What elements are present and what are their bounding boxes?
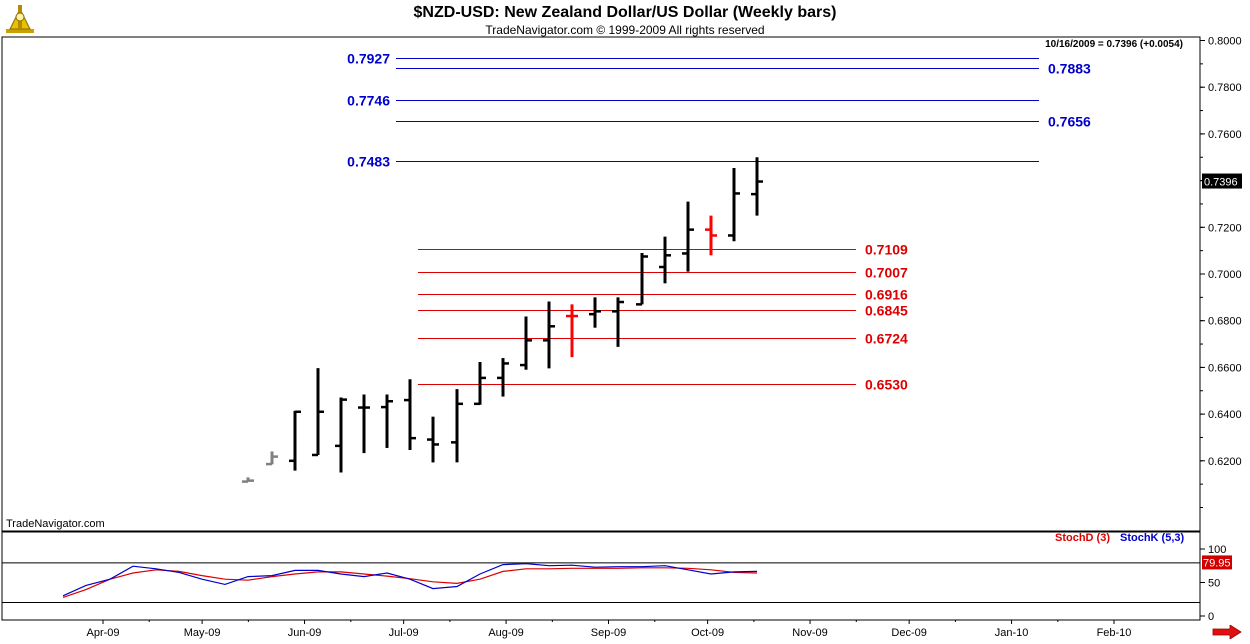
y-tick-label-0.6400: 0.6400 [1208,409,1242,421]
ohlc-bar-2009-06-19 [358,394,370,454]
ohlc-bar-2009-09-11 [636,252,648,306]
ohlc-bar-2009-09-25 [682,201,694,272]
trade-navigator-logo-icon [4,3,36,35]
ohlc-bar-2009-06-26 [381,394,393,448]
ohlc-bar-2009-08-07 [520,316,532,370]
osc-last-value-text: 79.95 [1203,557,1231,569]
chart-title: $NZD-USD: New Zealand Dollar/US Dollar (… [413,4,837,21]
ohlc-bar-2009-07-24 [474,362,486,406]
oscillator-panel-frame [1,531,1201,621]
level-label-0.6530: 0.6530 [865,377,908,393]
ohlc-bar-2009-06-05 [312,368,324,457]
y-tick-label-0.6200: 0.6200 [1208,456,1242,468]
x-tick-label-Jul-09: Jul-09 [389,627,419,639]
ohlc-bar-2009-06-12 [335,397,347,473]
x-tick-label-May-09: May-09 [184,627,221,639]
level-label-0.7109: 0.7109 [865,242,908,258]
ohlc-bar-2009-10-09 [728,167,740,242]
osc-y-tick-label-0: 0 [1208,611,1214,623]
ohlc-bar-2009-09-04 [612,297,624,347]
osc-series-stochd [62,567,758,598]
level-label-0.6724: 0.6724 [865,331,908,347]
x-tick-label-Dec-09: Dec-09 [891,627,926,639]
ohlc-bar-2009-07-03 [404,379,416,451]
ohlc-bar-2009-05-15 [242,477,254,483]
x-tick-label-Sep-09: Sep-09 [591,627,626,639]
scroll-right-arrow-icon[interactable] [1212,624,1242,640]
ohlc-bar-2009-10-16 [751,157,763,216]
ohlc-bar-2009-07-10 [427,416,439,463]
ohlc-bar-2009-05-29 [289,410,301,471]
level-label-0.7883: 0.7883 [1048,61,1091,77]
level-label-0.7746: 0.7746 [347,93,390,109]
x-tick-label-Nov-09: Nov-09 [792,627,827,639]
ohlc-bar-2009-08-21 [566,304,578,358]
x-tick-label-Jun-09: Jun-09 [288,627,322,639]
level-label-0.7483: 0.7483 [347,154,390,170]
x-tick-label-Apr-09: Apr-09 [86,627,119,639]
y-tick-label-0.7600: 0.7600 [1208,129,1242,141]
ohlc-bar-2009-08-14 [543,301,555,369]
price-panel-frame [1,36,1201,532]
ohlc-bar-2009-10-02 [705,215,717,256]
y-tick-label-0.7800: 0.7800 [1208,82,1242,94]
watermark-text: TradeNavigator.com [6,518,105,530]
osc-y-tick-label-100: 100 [1208,544,1226,556]
last-price-status: 10/16/2009 = 0.7396 (+0.0054) [1045,39,1183,50]
y-tick-label-0.6800: 0.6800 [1208,316,1242,328]
level-label-0.6845: 0.6845 [865,303,908,319]
osc-series-stochk [62,562,758,597]
osc-last-value-box [1202,555,1232,570]
ohlc-bar-2009-07-17 [451,389,463,463]
level-label-0.7656: 0.7656 [1048,114,1091,130]
level-label-0.6916: 0.6916 [865,287,908,303]
chart-subtitle: TradeNavigator.com © 1999-2009 All right… [485,23,765,37]
x-tick-label-Jan-10: Jan-10 [995,627,1029,639]
x-tick-label-Oct-09: Oct-09 [691,627,724,639]
osc-y-tick-label-50: 50 [1208,578,1220,590]
osc-legend-stochk: StochK (5,3) [1120,532,1185,544]
y-tick-label-0.7200: 0.7200 [1208,222,1242,234]
osc-legend-stochd: StochD (3) [1055,532,1110,544]
ohlc-bar-2009-08-28 [589,297,601,328]
ohlc-bar-2009-09-18 [659,236,671,284]
y-tick-label-0.7000: 0.7000 [1208,269,1242,281]
level-label-0.7007: 0.7007 [865,265,908,281]
last-price-tag-text: 0.7396 [1204,177,1238,189]
x-tick-label-Aug-09: Aug-09 [488,627,523,639]
ohlc-bar-2009-05-22 [266,451,278,466]
y-tick-label-0.6600: 0.6600 [1208,362,1242,374]
x-tick-label-Feb-10: Feb-10 [1097,627,1132,639]
last-price-tag-box [1202,173,1242,189]
level-label-0.7927: 0.7927 [347,51,390,67]
y-tick-label-0.8000: 0.8000 [1208,36,1242,48]
ohlc-bar-2009-07-31 [497,358,509,397]
